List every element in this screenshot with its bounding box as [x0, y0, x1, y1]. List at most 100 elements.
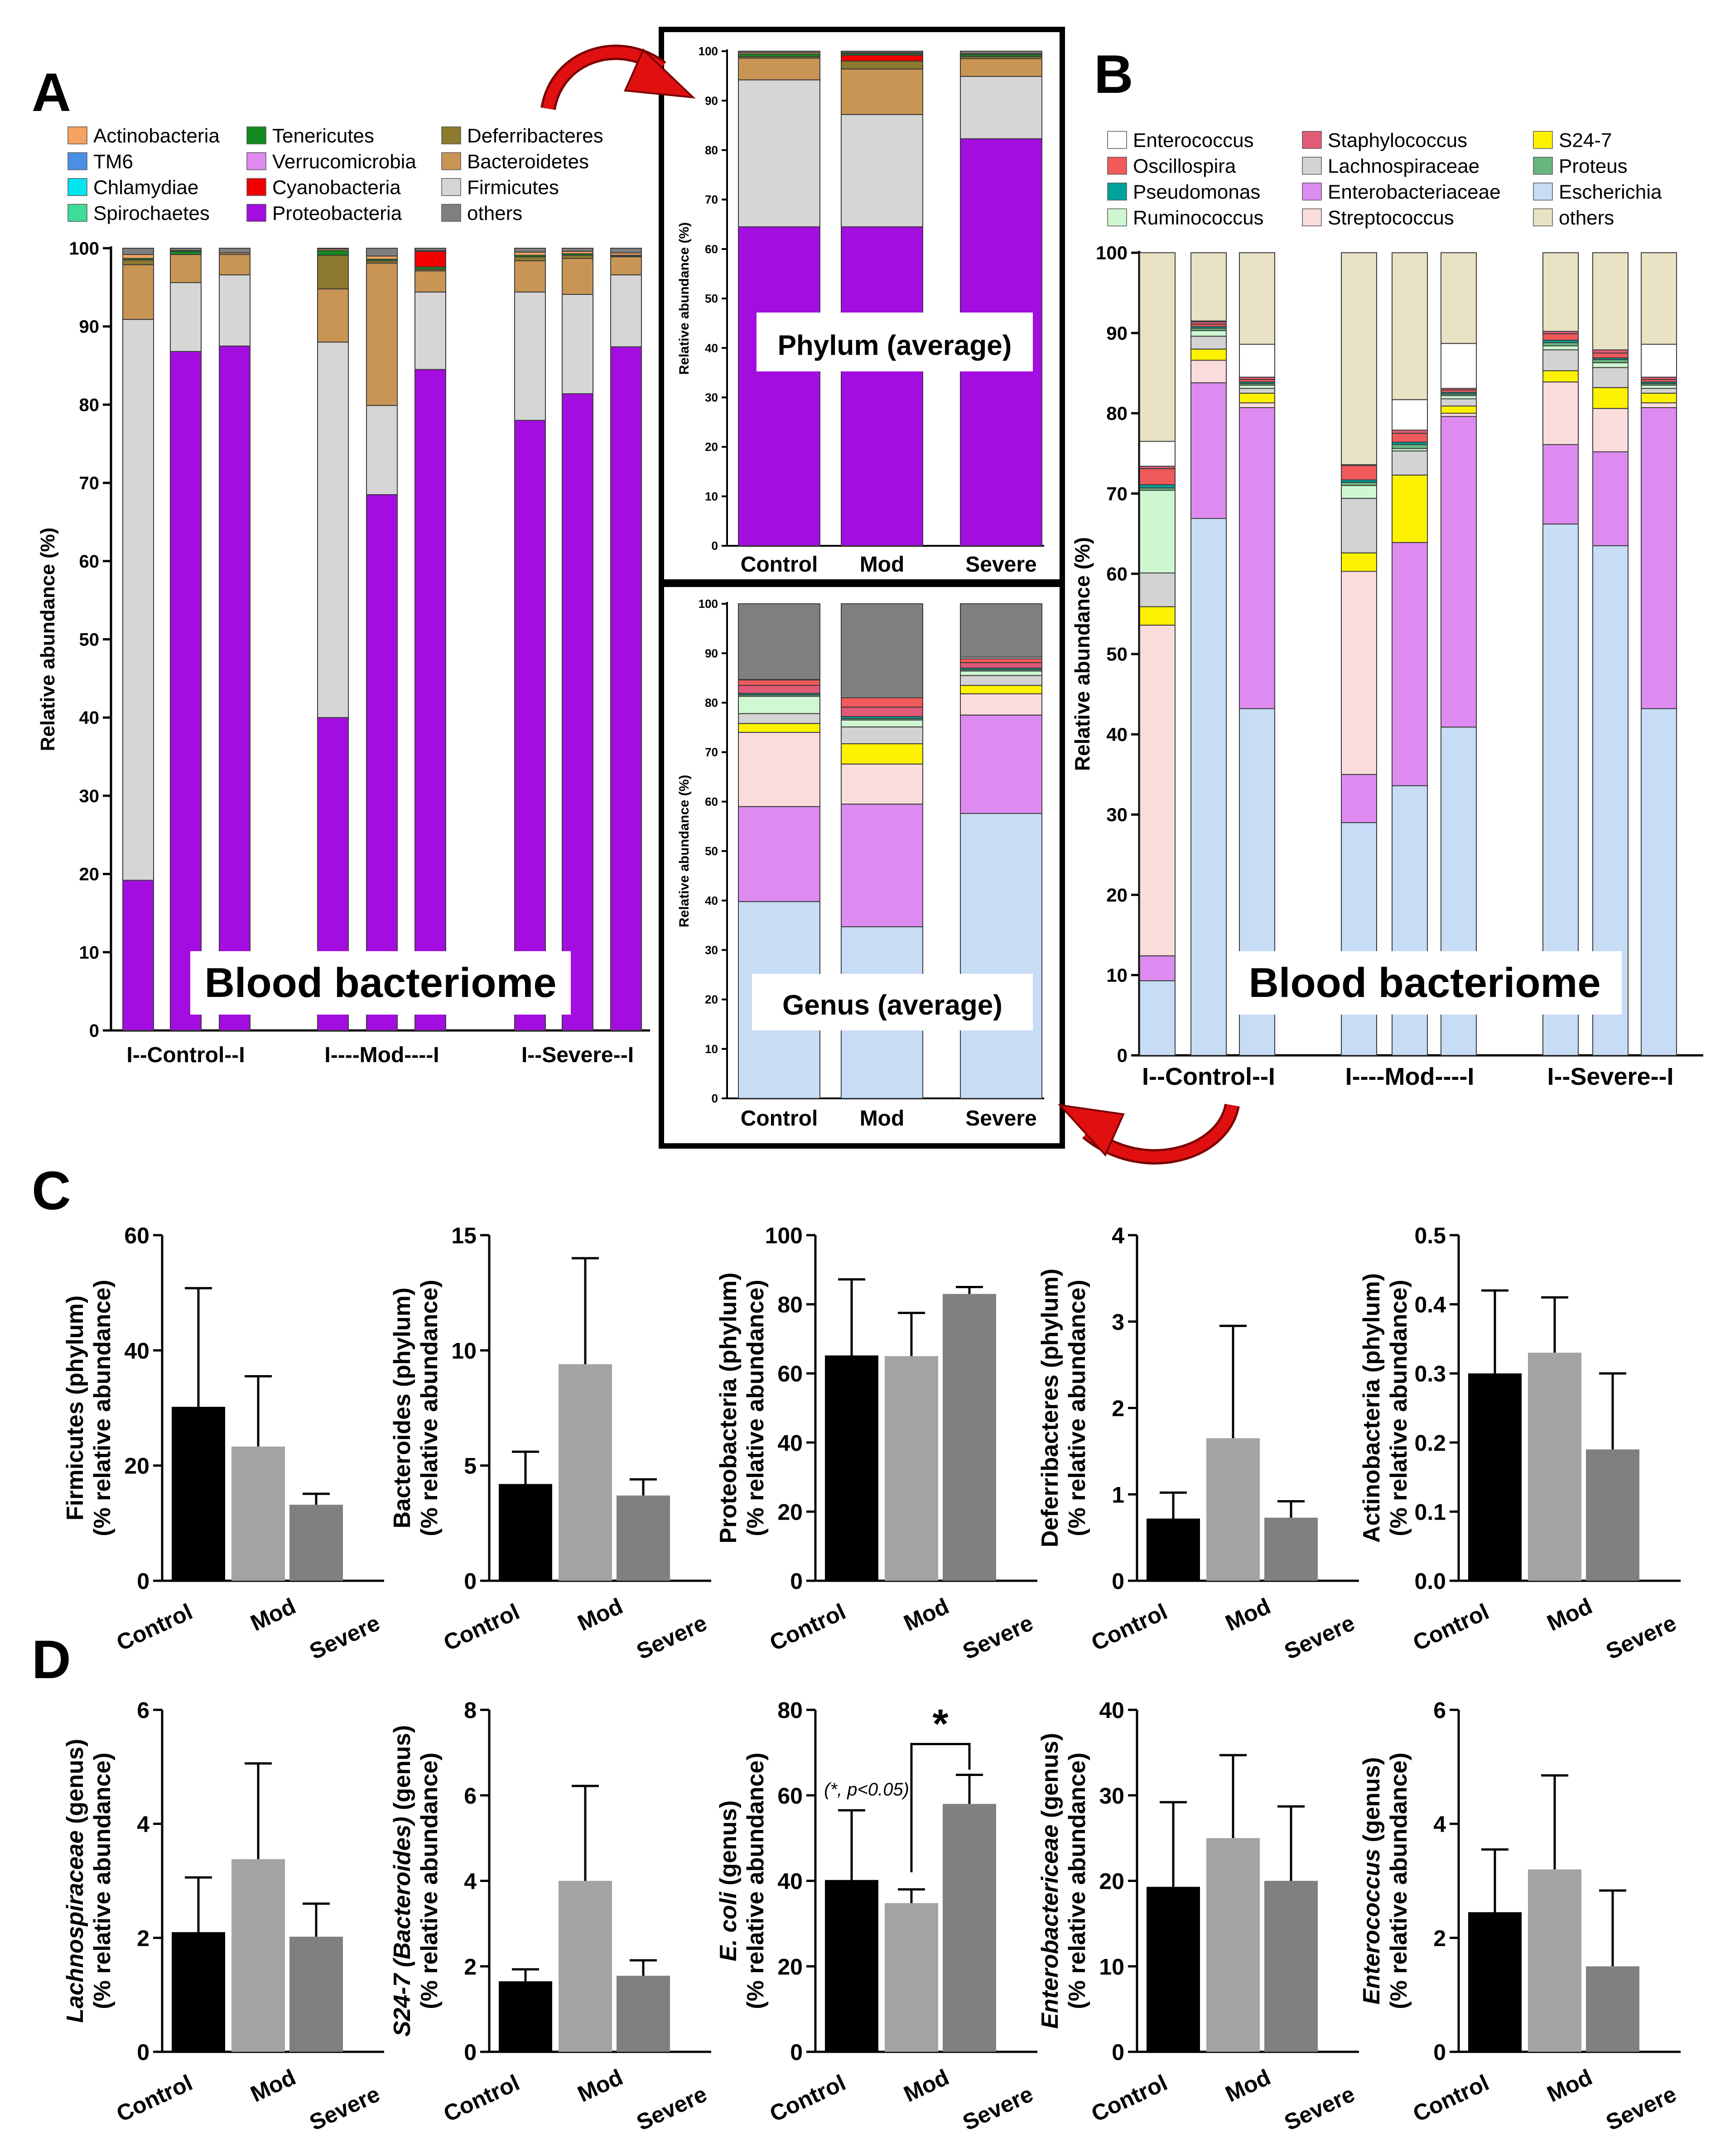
bar-segment-s24-7 — [1641, 393, 1677, 404]
legend-label: S24-7 — [1559, 129, 1612, 151]
bar-segment-ruminococcus — [1139, 490, 1176, 574]
significance-note: (*, p<0.05) — [824, 1780, 909, 1800]
bar-segment-cyanobacteria — [841, 54, 923, 62]
legend-label: Lachnospiraceae — [1328, 155, 1479, 177]
bar-segment-others — [960, 603, 1042, 658]
bar-segment-lachnospiraceae — [1190, 336, 1227, 350]
bar-control — [499, 1484, 552, 1581]
bar-segment-tenericutes — [170, 250, 202, 255]
legend-label: Verrucomicrobia — [272, 150, 416, 173]
bar-control — [1147, 1886, 1200, 2052]
y-tick-label: 2 — [464, 1954, 477, 1979]
legend-label: Actinobacteria — [93, 125, 220, 147]
bar-segment-bacteroidetes — [122, 264, 154, 320]
y-axis-label: Actinobacteria (phylum) — [1359, 1273, 1385, 1543]
bar-segment-enterobacteriaceae — [1139, 955, 1176, 982]
legend-swatch — [246, 178, 266, 196]
bar-segment-enterobacteriaceae — [1239, 407, 1275, 709]
chart-c4: 0 1 2 3 4 Deferribacteres (phylum) (% relative… — [1037, 1223, 1359, 1665]
y-tick-label: 0 — [1117, 1045, 1128, 1066]
bar-segment-lachnospiraceae — [960, 675, 1042, 686]
bar-segment-proteobacteria — [562, 393, 593, 1031]
bar-segment-lachnospiraceae — [1139, 573, 1176, 607]
bar-segment-others — [738, 603, 820, 680]
phylum-average-chart: 0 10 20 30 40 50 60 70 80 90 100 Relative abundance… — [677, 44, 1044, 577]
y-axis-label-sub: (% relative abundance) — [89, 1280, 116, 1536]
legend-label: Bacteroidetes — [467, 150, 589, 173]
bar-segment-proteus — [1341, 481, 1377, 486]
category-label: Severe — [965, 553, 1036, 577]
bar-mod — [1206, 1438, 1260, 1581]
y-axis-label-main: Actinobacteria (phylum) — [1359, 1273, 1385, 1543]
y-tick-label: 90 — [705, 94, 718, 107]
y-tick-label: 50 — [705, 844, 718, 858]
group-label: I--Control--I — [1142, 1063, 1275, 1090]
y-tick-label: 90 — [705, 646, 718, 660]
legend-label: Proteobacteria — [272, 202, 402, 224]
y-tick-label: 40 — [1106, 724, 1128, 745]
bar-mod — [1206, 1838, 1260, 2052]
y-tick-label: 5 — [464, 1453, 477, 1479]
bar-segment-bacteroidetes — [514, 260, 546, 293]
category-label: Control — [741, 553, 818, 577]
bar-segment-proteobacteria — [738, 226, 820, 547]
legend-label: Escherichia — [1559, 181, 1662, 203]
bar-segment-lachnospiraceae — [1441, 398, 1477, 407]
bar-segment-others — [1239, 252, 1275, 345]
legend-label: Spirochaetes — [93, 202, 210, 224]
legend-label: Tenericutes — [272, 125, 374, 147]
bar-segment-actinobacteria — [366, 255, 398, 260]
genus-stacked-bar-chart: 0 10 20 30 40 50 60 70 80 90 100 Relative abundance… — [1070, 242, 1703, 1090]
chart-d5: 0 2 4 6 Enterococcus (genus) (% relative abun… — [1359, 1698, 1681, 2136]
legend-swatch — [1533, 208, 1553, 226]
legend-label: Firmicutes — [467, 176, 559, 198]
bar-segment-oscillospira — [1392, 433, 1428, 443]
legend-label: Deferribacteres — [467, 125, 603, 147]
y-axis-label-main: Enterococcus — [1359, 1849, 1385, 2005]
bar-segment-s24-7 — [1341, 552, 1377, 572]
genus-legend: Enterococcus Oscillospira Pseudomonas Rumin… — [1107, 129, 1662, 229]
bar-segment-streptococcus — [960, 693, 1042, 716]
bar-segment-s24-7 — [1139, 606, 1176, 626]
bar-severe — [1264, 1517, 1318, 1581]
y-tick-label: 0 — [464, 1569, 477, 1594]
chart-title: Blood bacteriome — [204, 960, 556, 1006]
bar-segment-deferribacteres — [841, 60, 923, 70]
bar-segment-bacteroidetes — [219, 254, 251, 275]
bar-segment-s24-7 — [1592, 387, 1629, 409]
y-axis-label: Relative abundance (%) — [1070, 537, 1094, 771]
bar-segment-others — [1592, 252, 1629, 351]
y-tick-label: 0.0 — [1414, 1569, 1446, 1594]
title-box — [1228, 951, 1622, 1015]
bar-segment-firmicutes — [219, 274, 251, 346]
y-tick-label: 80 — [777, 1698, 803, 1723]
bar-segment-escherichia — [1392, 785, 1428, 1056]
y-tick-label: 60 — [705, 795, 718, 808]
bar-segment-deferribacteres — [122, 259, 154, 265]
y-tick-label: 20 — [124, 1453, 149, 1479]
genus-average-frame — [659, 582, 1065, 1149]
chart-c1: 0 20 40 60 Firmicutes (phylum) (% relative ab… — [62, 1223, 384, 1665]
bar-segment-others — [562, 248, 593, 252]
y-axis-label-suffix: (genus) — [389, 1725, 415, 1817]
bar-segment-lachnospiraceae — [1392, 450, 1428, 476]
legend-swatch — [1107, 208, 1127, 226]
y-axis-label: E. coli (genus) — [715, 1800, 742, 1961]
legend-swatch — [67, 126, 87, 144]
bar-control — [825, 1880, 878, 2052]
bar-segment-streptococcus — [1190, 360, 1227, 384]
bar-segment-s24-7 — [1239, 393, 1275, 404]
y-tick-label: 20 — [705, 993, 718, 1006]
title-box — [757, 313, 1033, 371]
bar-control — [1468, 1373, 1522, 1581]
y-tick-label: 100 — [1096, 242, 1128, 264]
bar-segment-ruminococcus — [1190, 330, 1227, 337]
legend-swatch — [1107, 183, 1127, 201]
legend-label: Staphylococcus — [1328, 129, 1467, 151]
y-tick-label: 6 — [137, 1698, 149, 1723]
bar-segment-deferribacteres — [562, 255, 593, 259]
bar-segment-deferribacteres — [317, 255, 349, 289]
bar-segment-proteobacteria — [610, 346, 642, 1031]
bar-segment-oscillospira — [738, 679, 820, 686]
y-tick-label: 3 — [1112, 1309, 1124, 1335]
